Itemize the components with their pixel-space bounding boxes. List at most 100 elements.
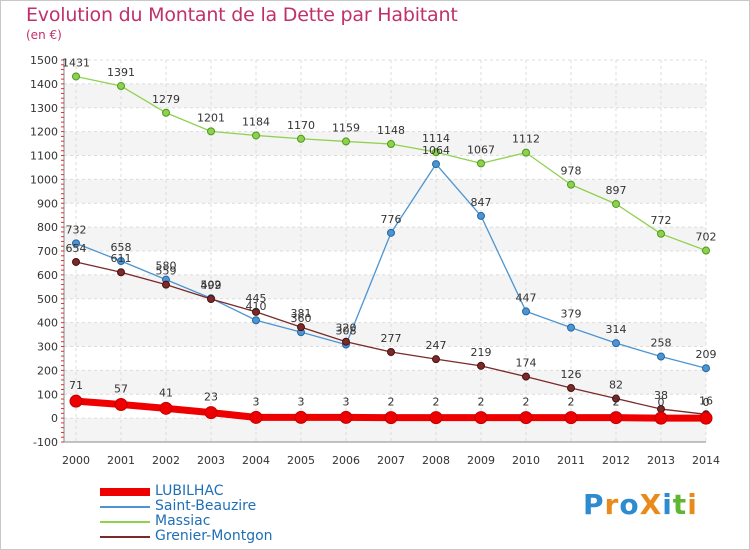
plot-band [64, 227, 706, 251]
data-label: 82 [609, 379, 623, 392]
x-tick-label: 2003 [197, 454, 225, 467]
data-point [252, 131, 260, 140]
data-point [117, 257, 125, 266]
data-point [207, 127, 215, 136]
data-label: 3 [298, 395, 305, 408]
y-tick-label: 300 [37, 341, 58, 354]
data-label: 219 [471, 346, 492, 359]
data-point [522, 307, 530, 316]
data-label: 559 [156, 265, 177, 278]
data-label: 320 [336, 322, 357, 335]
data-point [429, 411, 443, 425]
data-point [612, 394, 620, 403]
data-point [297, 134, 305, 143]
data-label: 41 [159, 386, 173, 399]
data-label: 447 [516, 291, 537, 304]
data-point [162, 108, 170, 117]
plot-band [64, 418, 706, 442]
data-point [702, 364, 710, 373]
data-point [609, 411, 623, 425]
proxiti-logo: ProXiti [583, 488, 698, 521]
data-point [69, 394, 83, 408]
data-label: 776 [381, 213, 402, 226]
data-point [519, 411, 533, 425]
y-tick-label: 1200 [30, 126, 58, 139]
data-point [702, 246, 710, 255]
data-point [657, 229, 665, 238]
data-point [117, 82, 125, 91]
data-label: 1148 [377, 124, 405, 137]
y-tick-label: 400 [37, 317, 58, 330]
data-point [72, 257, 80, 266]
x-tick-label: 2011 [557, 454, 585, 467]
y-axis-unit: (en €) [26, 28, 62, 42]
data-label: 499 [201, 279, 222, 292]
x-tick-label: 2009 [467, 454, 495, 467]
data-label: 1184 [242, 115, 270, 128]
data-label: 732 [66, 223, 87, 236]
data-point [162, 280, 170, 289]
y-tick-label: -100 [33, 436, 58, 449]
data-label: 1170 [287, 119, 315, 132]
data-label: 57 [114, 383, 128, 396]
data-label: 360 [291, 312, 312, 325]
data-point [522, 372, 530, 381]
chart-title: Evolution du Montant de la Dette par Hab… [26, 4, 458, 26]
data-point [474, 411, 488, 425]
data-label: 381 [291, 307, 312, 320]
legend-label: LUBILHAC [155, 483, 224, 499]
plot-band [64, 274, 706, 299]
legend-label: Massiac [155, 513, 211, 529]
y-tick-label: 1300 [30, 102, 58, 115]
x-tick-label: 2004 [242, 454, 270, 467]
data-label: 277 [381, 332, 402, 345]
y-tick-label: 200 [37, 364, 58, 377]
data-label: 1391 [107, 66, 135, 79]
data-point [339, 410, 353, 424]
y-tick-label: 900 [37, 197, 58, 210]
data-label: 0 [703, 396, 710, 409]
data-label: 3 [343, 395, 350, 408]
y-tick-label: 1400 [30, 78, 58, 91]
data-label: 314 [606, 323, 627, 336]
x-tick-label: 2007 [377, 454, 405, 467]
legend-item: LUBILHAC [100, 483, 360, 500]
legend-swatch [100, 488, 150, 496]
data-label: 1064 [422, 144, 450, 157]
y-tick-label: 700 [37, 245, 58, 258]
data-point [612, 339, 620, 348]
data-point [249, 410, 263, 424]
data-label: 580 [156, 260, 177, 273]
data-point [207, 294, 215, 303]
y-tick-label: 600 [37, 269, 58, 282]
legend-label: Grenier-Montgon [155, 528, 273, 544]
data-label: 1201 [197, 111, 225, 124]
data-label: 702 [696, 231, 717, 244]
data-point [342, 137, 350, 146]
data-label: 1431 [62, 56, 90, 69]
y-tick-label: 800 [37, 221, 58, 234]
data-label: 2 [613, 396, 620, 409]
y-tick-label: 100 [37, 388, 58, 401]
y-tick-label: 1100 [30, 150, 58, 163]
data-label: 23 [204, 391, 218, 404]
data-label: 0 [658, 396, 665, 409]
data-point [114, 398, 128, 412]
data-point [117, 268, 125, 277]
legend-label: Saint-Beauzire [155, 498, 257, 514]
legend-item: Grenier-Montgon [100, 528, 360, 545]
data-label: 978 [561, 165, 582, 178]
data-point [612, 199, 620, 208]
data-point [432, 160, 440, 169]
data-point [657, 352, 665, 361]
y-tick-label: 1500 [30, 54, 58, 67]
data-label: 3 [253, 395, 260, 408]
data-point [384, 411, 398, 425]
data-label: 772 [651, 214, 672, 227]
legend-swatch [100, 536, 150, 538]
data-label: 1067 [467, 143, 495, 156]
x-tick-label: 2010 [512, 454, 540, 467]
x-tick-label: 2002 [152, 454, 180, 467]
data-label: 658 [111, 241, 132, 254]
